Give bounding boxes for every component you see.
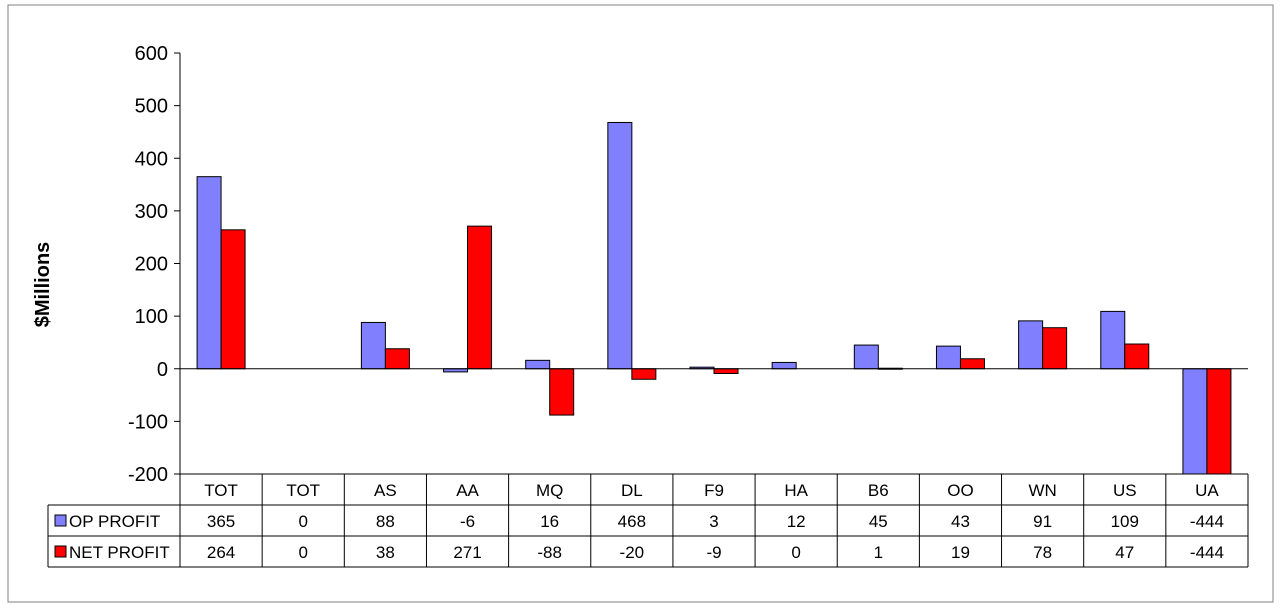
y-tick-label: 100 — [135, 306, 168, 328]
data-label: 271 — [453, 543, 481, 562]
category-label: HA — [784, 481, 808, 500]
data-label: 45 — [869, 512, 888, 531]
net-profit-bar — [549, 368, 575, 416]
net-profit-bar — [1042, 327, 1068, 370]
data-label: 3 — [709, 512, 718, 531]
y-tick-label: -100 — [128, 411, 168, 433]
op-profit-bar — [853, 344, 879, 370]
net-profit-bar — [959, 358, 985, 370]
op-profit-bar — [935, 345, 961, 370]
data-label: -88 — [537, 543, 562, 562]
data-label: 91 — [1033, 512, 1052, 531]
y-tick-label: 300 — [135, 201, 168, 223]
net-profit-bar — [220, 229, 246, 370]
op-profit-bar — [1100, 310, 1126, 370]
y-tick-label: 600 — [135, 43, 168, 65]
y-tick-label: 400 — [135, 148, 168, 170]
data-label: 0 — [298, 512, 307, 531]
category-label: DL — [621, 481, 643, 500]
data-label: 264 — [207, 543, 235, 562]
category-label: UA — [1195, 481, 1219, 500]
data-label: 19 — [951, 543, 970, 562]
data-label: 0 — [298, 543, 307, 562]
net-profit-bar — [1124, 343, 1150, 370]
data-label: 16 — [540, 512, 559, 531]
category-label: US — [1113, 481, 1137, 500]
data-label: 1 — [874, 543, 883, 562]
category-label: F9 — [704, 481, 724, 500]
category-label: MQ — [536, 481, 563, 500]
data-label: 109 — [1111, 512, 1139, 531]
category-label: TOT — [204, 481, 238, 500]
y-axis-label: $Millions — [32, 242, 54, 328]
data-label: 47 — [1115, 543, 1134, 562]
net-profit-bar — [631, 368, 657, 380]
net-profit-bar — [1206, 368, 1232, 475]
data-label: 12 — [787, 512, 806, 531]
op-profit-bar — [360, 321, 386, 370]
data-label: -444 — [1190, 512, 1224, 531]
data-label: 468 — [618, 512, 646, 531]
net-profit-bar — [384, 348, 410, 370]
data-label: -9 — [706, 543, 721, 562]
y-tick-label: 200 — [135, 254, 168, 276]
data-label: -20 — [620, 543, 645, 562]
data-label: 38 — [376, 543, 395, 562]
data-label: 78 — [1033, 543, 1052, 562]
data-label: 365 — [207, 512, 235, 531]
op-profit-bar — [525, 359, 551, 370]
legend-label: OP PROFIT — [69, 512, 160, 531]
legend-swatch — [54, 545, 67, 558]
data-label: 0 — [791, 543, 800, 562]
y-tick-label: 500 — [135, 96, 168, 118]
category-label: TOT — [286, 481, 320, 500]
data-label: 43 — [951, 512, 970, 531]
y-tick-label: -200 — [128, 464, 168, 486]
op-profit-bar — [1182, 368, 1208, 475]
legend-swatch — [54, 514, 67, 527]
category-label: OO — [947, 481, 973, 500]
op-profit-bar — [607, 121, 633, 370]
data-label: 88 — [376, 512, 395, 531]
data-label: -444 — [1190, 543, 1224, 562]
category-label: B6 — [868, 481, 889, 500]
category-label: AA — [456, 481, 479, 500]
net-profit-bar — [713, 368, 739, 374]
op-profit-bar — [1018, 320, 1044, 370]
data-label: -6 — [460, 512, 475, 531]
category-label: WN — [1028, 481, 1056, 500]
op-profit-bar — [771, 361, 797, 370]
y-tick-label: 0 — [157, 359, 168, 381]
net-profit-bar — [467, 225, 493, 370]
op-profit-bar — [196, 176, 222, 370]
category-label: AS — [374, 481, 397, 500]
legend-label: NET PROFIT — [69, 543, 170, 562]
